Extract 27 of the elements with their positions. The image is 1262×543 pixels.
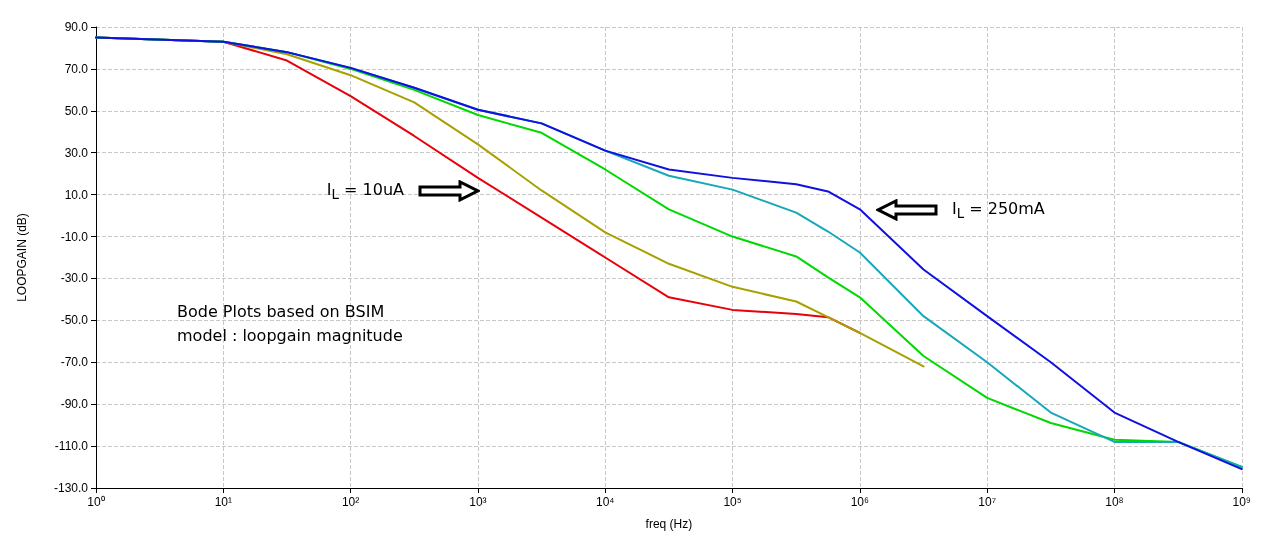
x-tick-label: 10³: [469, 495, 487, 509]
y-tick-label: 90.0: [64, 20, 89, 34]
y-tick-label: 30.0: [64, 145, 89, 160]
y-tick-label: -50.0: [60, 313, 89, 328]
x-tick-label: 10⁰: [87, 495, 105, 509]
x-tick-label: 10⁵: [723, 495, 742, 509]
y-tick-label: -130.0: [53, 481, 89, 495]
annotation: Bode Plots based on BSIM model : loopgain magnitude: [177, 301, 403, 345]
x-tick-label: 10⁶: [850, 495, 870, 509]
y-tick-label: -90.0: [60, 397, 89, 412]
x-tick-label: 10¹: [214, 495, 232, 509]
y-tick-label: -70.0: [60, 355, 89, 370]
annotation: I$_{L}$ = 10uA: [326, 179, 404, 203]
y-tick-label: -30.0: [60, 271, 89, 286]
y-tick-label: -110.0: [54, 439, 89, 454]
x-axis-title: freq (Hz): [645, 517, 693, 531]
x-tick-label: 10⁷: [978, 495, 996, 509]
y-tick-label: -10.0: [60, 229, 89, 244]
y-axis-title: LOOPGAIN (dB): [15, 213, 29, 302]
y-tick-label: 10.0: [64, 187, 89, 202]
x-tick-label: 10⁴: [595, 495, 615, 509]
x-tick-label: 10²: [341, 495, 360, 509]
annotation: I$_{L}$ = 250mA: [952, 198, 1045, 222]
x-tick-label: 10⁹: [1232, 495, 1252, 509]
y-tick-label: 70.0: [64, 61, 89, 76]
x-tick-label: 10⁸: [1105, 495, 1124, 509]
y-tick-label: 50.0: [64, 103, 89, 118]
